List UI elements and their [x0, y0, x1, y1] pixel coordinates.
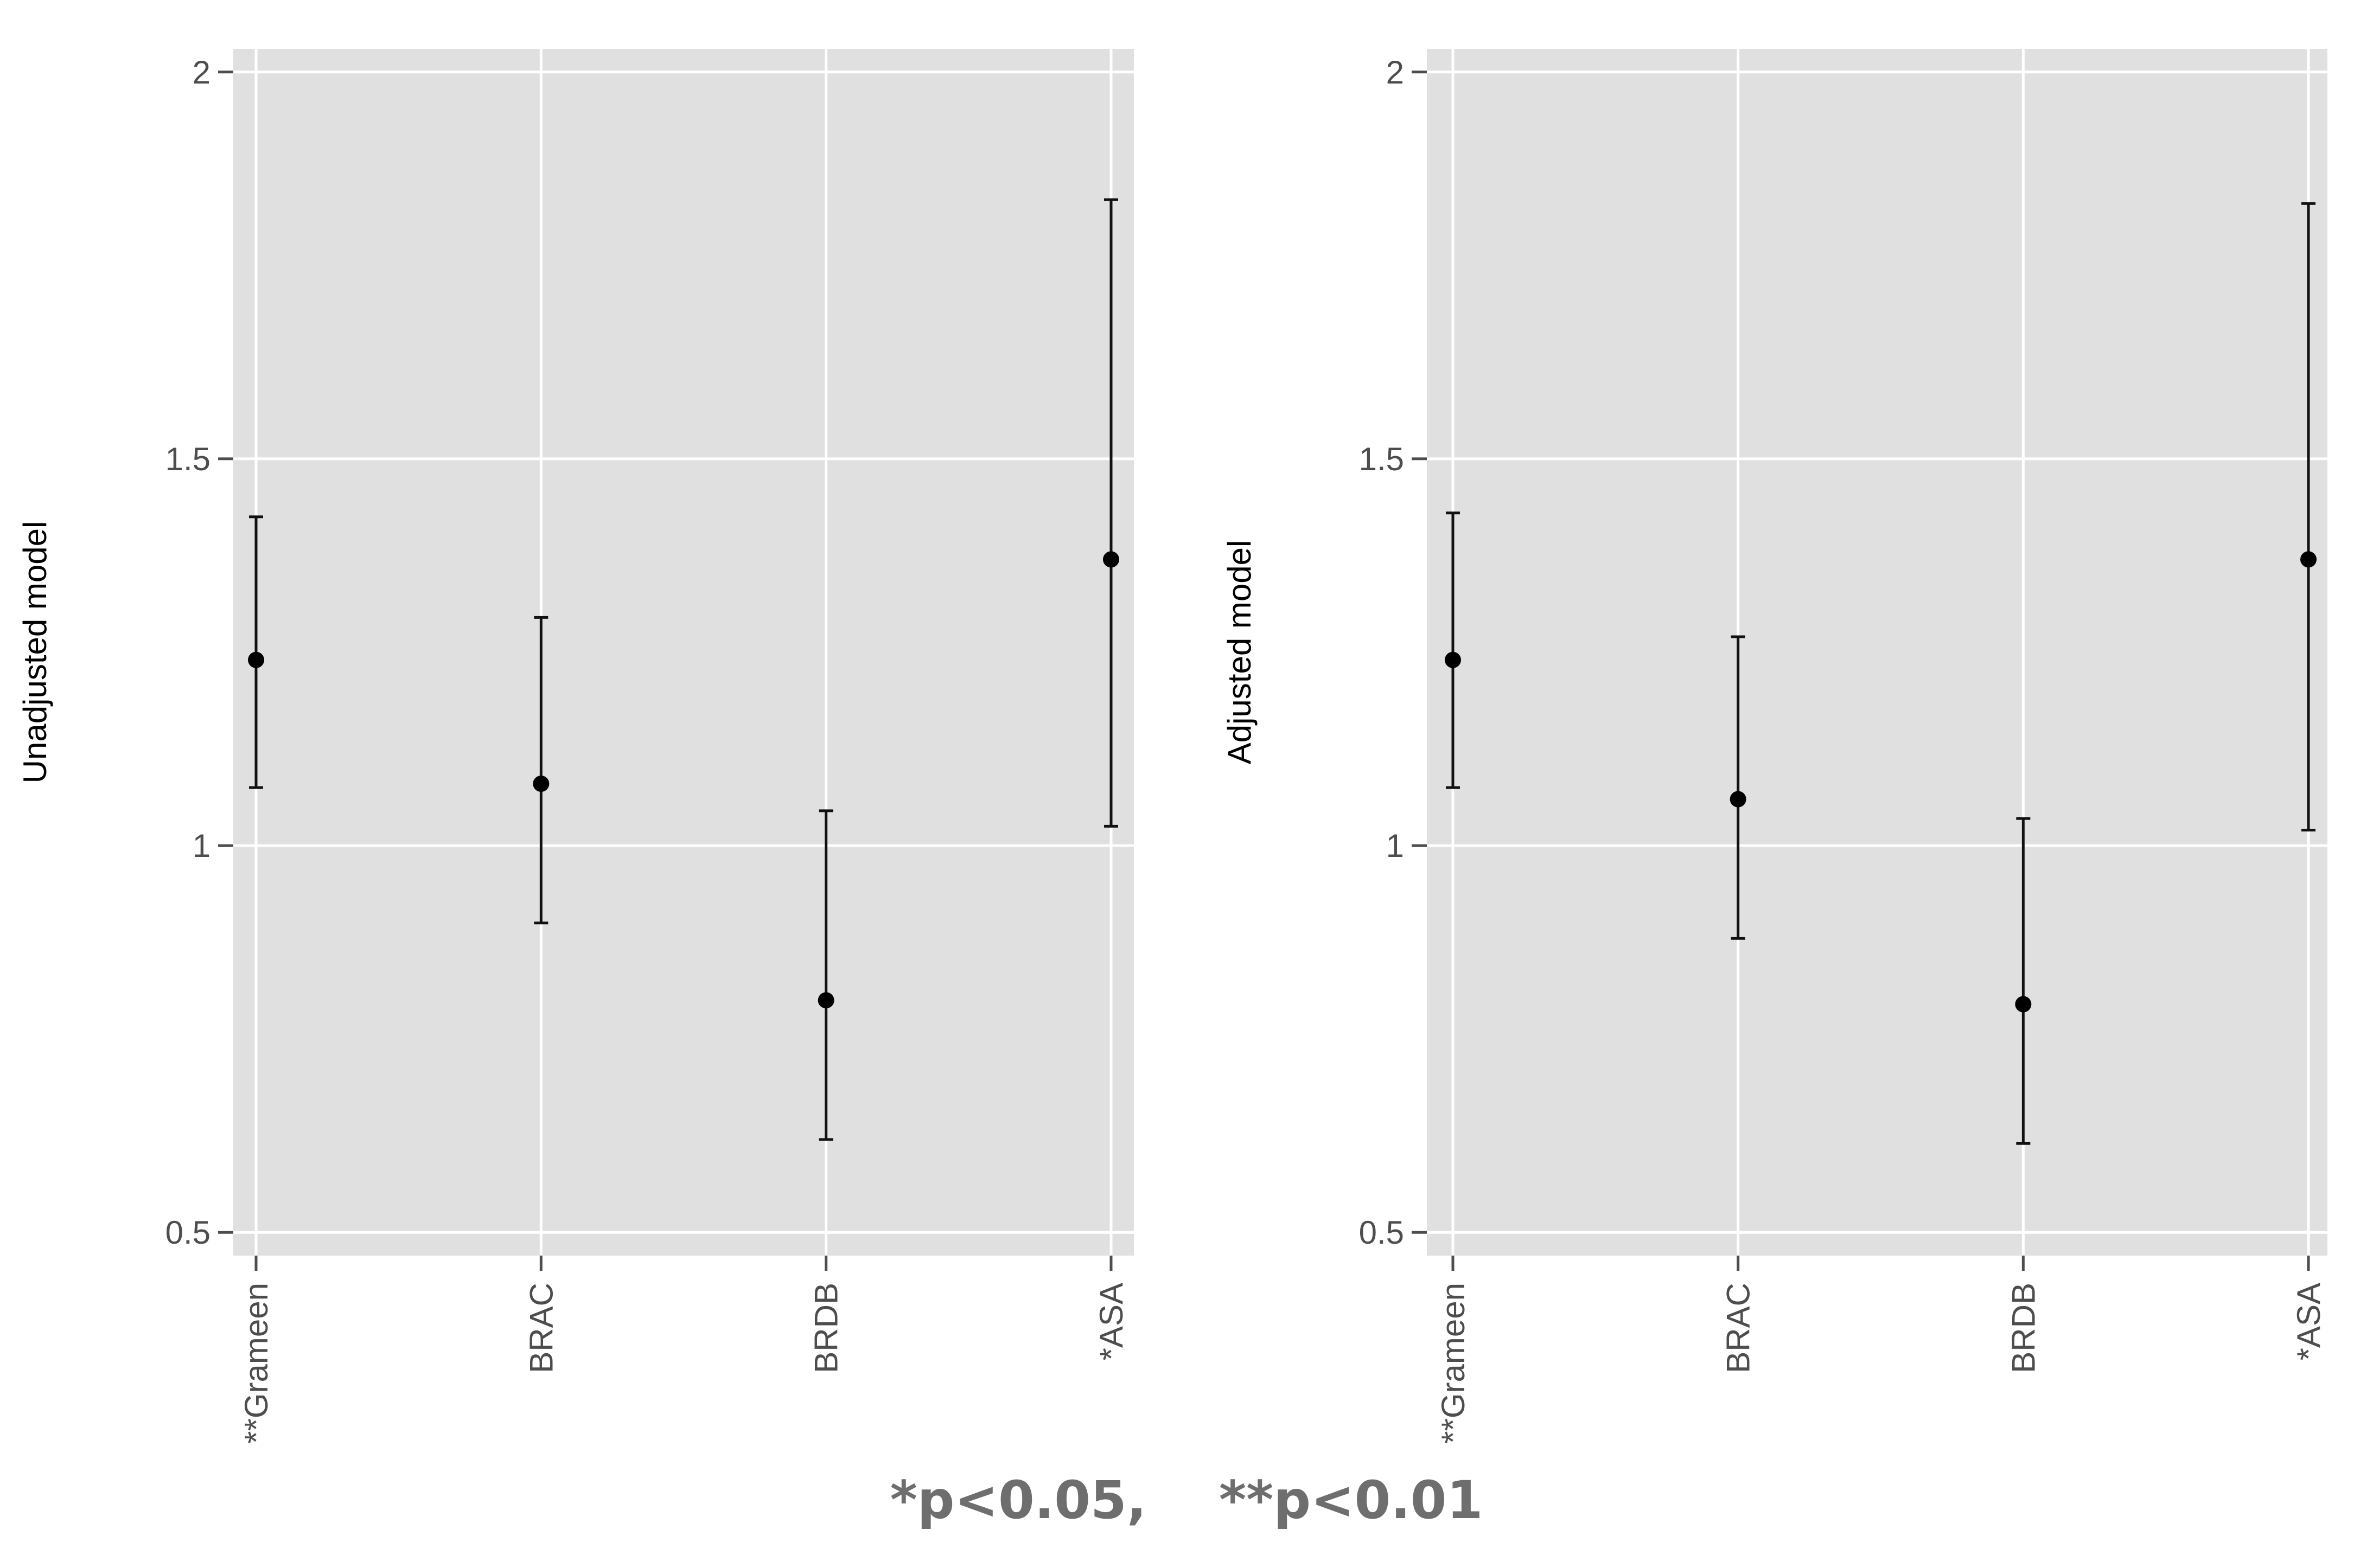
- panel-2-ylabel: Adjusted model: [1221, 540, 1258, 765]
- panel-1-xtick-label: BRAC: [523, 1283, 559, 1373]
- panel-2-point-estimate: [2300, 551, 2317, 568]
- panel-1-ytick-label: 0.5: [165, 1214, 210, 1251]
- panel-1-xtick-label: *ASA: [1093, 1283, 1130, 1360]
- panel-1-background: [233, 49, 1134, 1256]
- panel-2-xtick-label: *ASA: [2291, 1283, 2327, 1360]
- panel-1-point-estimate: [1103, 551, 1119, 568]
- panel-2-point-estimate: [2015, 996, 2032, 1013]
- significance-footnote: *p<0.05, **p<0.01: [890, 1470, 1483, 1531]
- panel-2-xtick-label: BRDB: [2005, 1283, 2042, 1373]
- panel-2-ytick-label: 0.5: [1359, 1214, 1404, 1251]
- panel-2-ytick-label: 1: [1386, 828, 1404, 864]
- panel-2-ytick-label: 1.5: [1359, 441, 1404, 477]
- panel-1-xtick-label: BRDB: [808, 1283, 845, 1373]
- panel-1-ytick-label: 2: [193, 54, 210, 91]
- panel-2-xtick-label: **Grameen: [1435, 1283, 1471, 1444]
- panel-1-ytick-label: 1.5: [165, 441, 210, 477]
- panel-2-point-estimate: [1730, 791, 1746, 808]
- panel-2-ytick-label: 2: [1386, 54, 1404, 91]
- panel-1-ylabel: Unadjusted model: [17, 521, 53, 784]
- panel-2-background: [1427, 49, 2327, 1256]
- panel-1-point-estimate: [818, 992, 834, 1009]
- panel-1-point-estimate: [533, 775, 550, 792]
- panel-1-xtick-label: **Grameen: [238, 1283, 275, 1444]
- panel-1-point-estimate: [248, 651, 264, 668]
- panel-2-xtick-label: BRAC: [1720, 1283, 1757, 1373]
- panel-2-point-estimate: [1445, 651, 1461, 668]
- panel-1-ytick-label: 1: [193, 828, 210, 864]
